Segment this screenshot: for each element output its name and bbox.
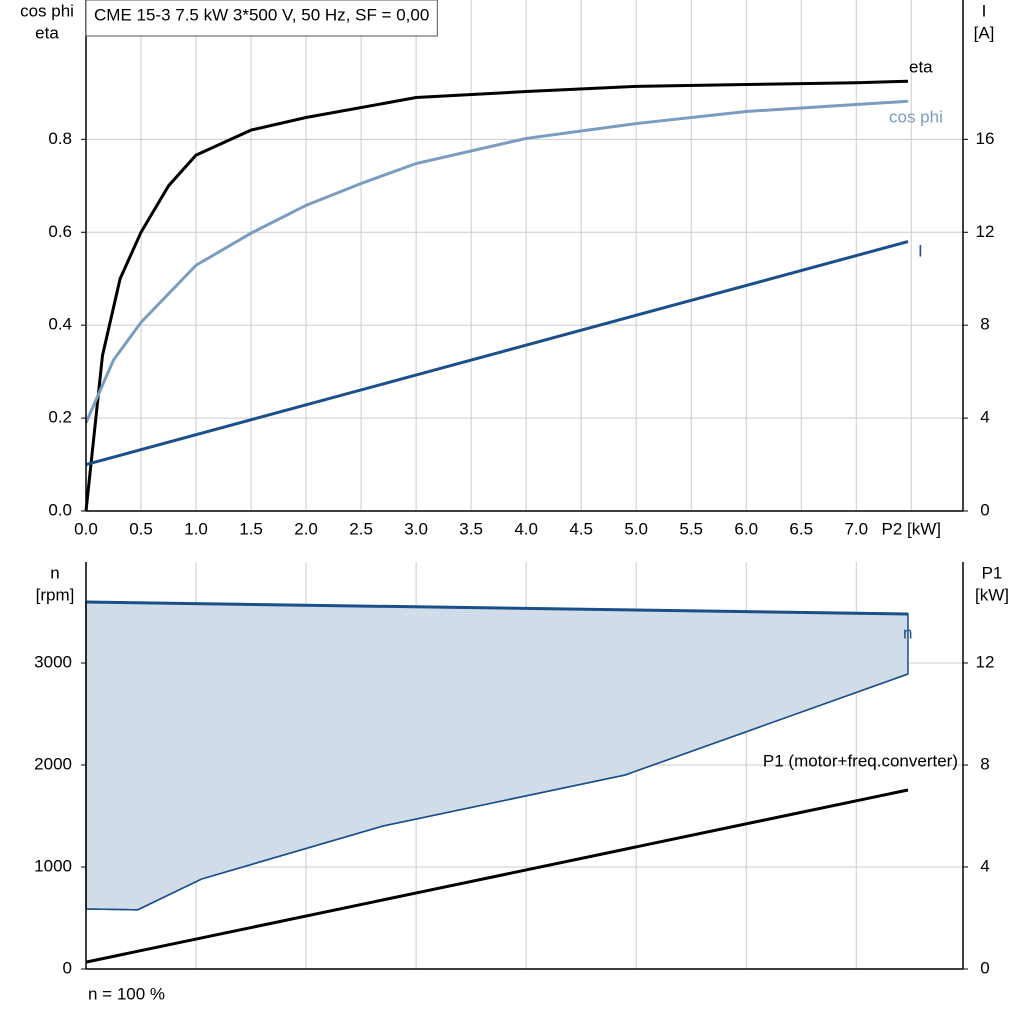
y2-tick-label: 12 [976, 222, 995, 241]
x-tick-label: 3.0 [404, 519, 428, 538]
x-tick-label: 1.5 [239, 519, 263, 538]
y-tick-label: 1000 [34, 856, 72, 875]
y-axis-label: eta [35, 23, 59, 42]
x-tick-label: 1.0 [184, 519, 208, 538]
x-tick-label: P2 [kW] [882, 519, 942, 538]
y2-tick-label: 4 [980, 408, 989, 427]
title-box [85, 0, 438, 37]
series-line [84, 79, 909, 512]
y-axis-label: cos phi [20, 1, 74, 20]
series-label: cos phi [889, 107, 943, 126]
x-tick-label: 2.5 [349, 519, 373, 538]
y2-tick-label: 0 [980, 958, 989, 977]
y-tick-label: 0.6 [48, 222, 72, 241]
x-tick-label: 5.5 [679, 519, 703, 538]
y2-tick-label: 8 [980, 754, 989, 773]
series-label: eta [909, 57, 933, 76]
range-lower-line [85, 673, 909, 911]
y-tick-label: 3000 [34, 652, 72, 671]
chart-title: CME 15-3 7.5 kW 3*500 V, 50 Hz, SF = 0,0… [94, 5, 429, 24]
y-axis-label: [rpm] [36, 585, 75, 604]
y2-tick-label: 8 [980, 315, 989, 334]
x-tick-label: 0.0 [74, 519, 98, 538]
y-tick-label: 0.4 [48, 315, 72, 334]
series-label: I [918, 241, 923, 260]
y-tick-label: 0 [63, 958, 72, 977]
series-line [85, 600, 909, 616]
series-label: P1 (motor+freq.converter) [763, 751, 958, 770]
y2-axis-label: [kW] [975, 585, 1009, 604]
y2-tick-label: 16 [976, 129, 995, 148]
note: n = 100 % [88, 984, 165, 1003]
x-tick-label: 0.5 [129, 519, 153, 538]
y-tick-label: 0.2 [48, 408, 72, 427]
y2-axis-label: [A] [974, 23, 995, 42]
y-tick-label: 0.0 [48, 500, 72, 519]
y-tick-label: 2000 [34, 754, 72, 773]
series-line [84, 99, 909, 424]
y2-tick-label: 0 [980, 500, 989, 519]
series-line [85, 788, 909, 964]
x-tick-label: 6.5 [789, 519, 813, 538]
x-tick-label: 4.5 [569, 519, 593, 538]
x-tick-label: 2.0 [294, 519, 318, 538]
series-label: n [903, 623, 912, 642]
x-tick-label: 3.5 [459, 519, 483, 538]
y2-tick-label: 12 [976, 652, 995, 671]
y2-tick-label: 4 [980, 856, 989, 875]
x-tick-label: 4.0 [514, 519, 538, 538]
x-tick-label: 5.0 [624, 519, 648, 538]
y2-axis-label: P1 [982, 563, 1003, 582]
x-tick-label: 7.0 [844, 519, 868, 538]
x-tick-label: 6.0 [734, 519, 758, 538]
y-tick-label: 0.8 [48, 129, 72, 148]
y-axis-label: n [50, 563, 59, 582]
y2-axis-label: I [982, 1, 987, 20]
series-line [85, 240, 909, 466]
